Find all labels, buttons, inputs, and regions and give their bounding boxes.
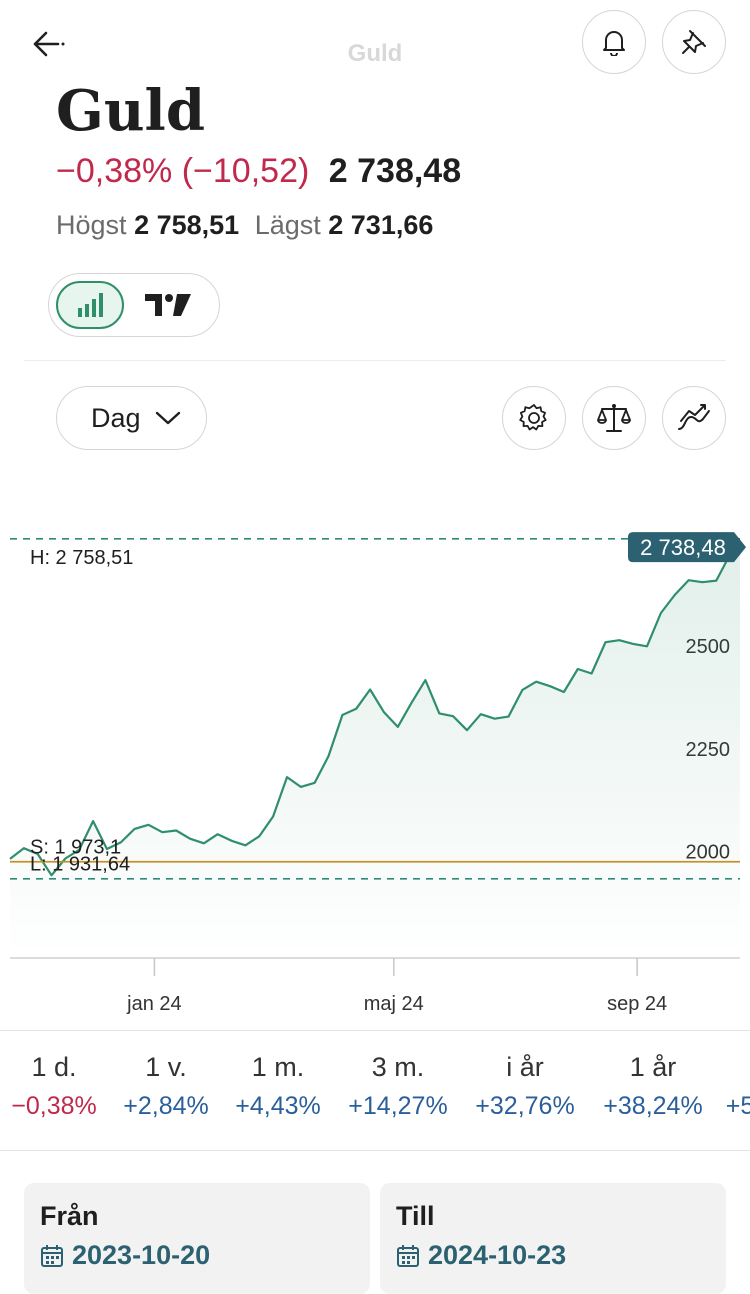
change-line: −0,38% (−10,52) 2 738,48 [56,152,461,191]
from-label: Från [40,1201,99,1231]
bar-signal-icon [78,293,103,317]
period-label: 1 v. [145,1052,187,1082]
divider [0,1150,750,1151]
period-label: 1 d. [31,1052,77,1082]
to-label: Till [396,1201,435,1231]
period-label: 1 år [629,1052,677,1082]
period-value: −0,38% [11,1092,97,1120]
period-item[interactable]: 1 m. +4,43% [208,1052,348,1121]
period-value: +4,43% [235,1092,321,1120]
period-value: +38,24% [603,1092,703,1120]
high-label: Högst [56,210,127,240]
interval-value: Dag [91,402,141,433]
change-absolute: (−10,52) [181,152,310,190]
x-tick-label: jan 24 [126,993,182,1015]
from-date-card[interactable]: Från 2023-10-20 [24,1183,370,1294]
pin-icon [682,30,706,54]
calendar-icon [41,1244,63,1267]
high-low-line: Högst 2 758,51 Lägst 2 731,66 [56,210,433,241]
period-item[interactable]: 1 v. +2,84% [96,1052,236,1121]
to-date-value: 2024-10-23 [428,1240,567,1270]
arrow-left-icon [33,31,65,57]
last-price-badge-text: 2 738,48 [640,535,726,560]
period-label [670,1052,750,1088]
period-item[interactable]: 1 d. −0,38% [0,1052,124,1121]
x-tick-label: maj 24 [364,993,424,1015]
period-item[interactable]: 3 m. +14,27% [328,1052,468,1121]
calendar-icon [397,1244,419,1267]
settings-icon [519,404,547,431]
high-line-label: H: 2 758,51 [30,547,133,569]
period-value: +14,27% [348,1092,448,1120]
period-value: +5 [725,1092,750,1120]
instrument-name: Guld [56,78,205,144]
chevron-down-icon [155,411,180,425]
divider [0,1030,750,1031]
tradingview-icon [145,294,191,316]
price-area [10,547,740,958]
support-line-label: S: 1 973,1 [30,837,121,859]
last-price: 2 738,48 [328,152,462,190]
compare-button[interactable] [582,386,646,450]
to-date: 2024-10-23 [396,1240,726,1271]
period-label: 1 m. [251,1052,305,1082]
low-line-label: L: 1 931,64 [30,854,130,876]
tradingview-toggle[interactable] [140,285,196,325]
interval-dropdown[interactable]: Dag [56,386,207,450]
period-value: +32,76% [475,1092,575,1120]
high-value: 2 758,51 [134,210,240,240]
period-item[interactable]: i år +32,76% [455,1052,595,1121]
indicator-icon [678,404,710,430]
price-line [9,546,741,877]
notification-button[interactable] [582,10,646,74]
period-item[interactable]: +5 [670,1052,750,1121]
period-label: 3 m. [371,1052,425,1082]
low-value: 2 731,66 [328,210,434,240]
from-date: 2023-10-20 [40,1240,370,1271]
line-chart-toggle[interactable] [56,281,124,329]
change-percent: −0,38% [56,152,173,190]
x-axis: jan 24 maj 24 sep 24 [126,958,667,1015]
period-value: +2,84% [123,1092,209,1120]
indicators-button[interactable] [662,386,726,450]
from-date-value: 2023-10-20 [72,1240,211,1270]
back-button[interactable] [26,24,74,64]
bell-icon [603,31,625,56]
period-label: i år [506,1052,544,1082]
low-label: Lägst [254,210,321,240]
period-item[interactable]: 1 år +38,24% [583,1052,723,1121]
pin-button[interactable] [662,10,726,74]
price-chart[interactable]: 2000225025002750 H: 2 758,51 S: 1 973,1 … [0,500,750,1030]
x-tick-label: sep 24 [607,993,667,1015]
compare-scale-icon [597,404,631,432]
last-price-badge: 2 738,48 [628,532,746,563]
chart-type-toggle [48,273,220,337]
divider [24,360,726,361]
to-date-card[interactable]: Till 2024-10-23 [380,1183,726,1294]
chart-settings-button[interactable] [502,386,566,450]
header-title: Guld [347,40,403,67]
